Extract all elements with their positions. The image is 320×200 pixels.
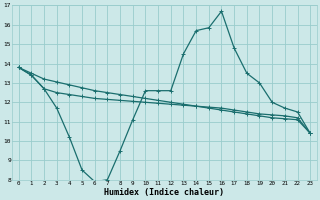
X-axis label: Humidex (Indice chaleur): Humidex (Indice chaleur) bbox=[104, 188, 224, 197]
